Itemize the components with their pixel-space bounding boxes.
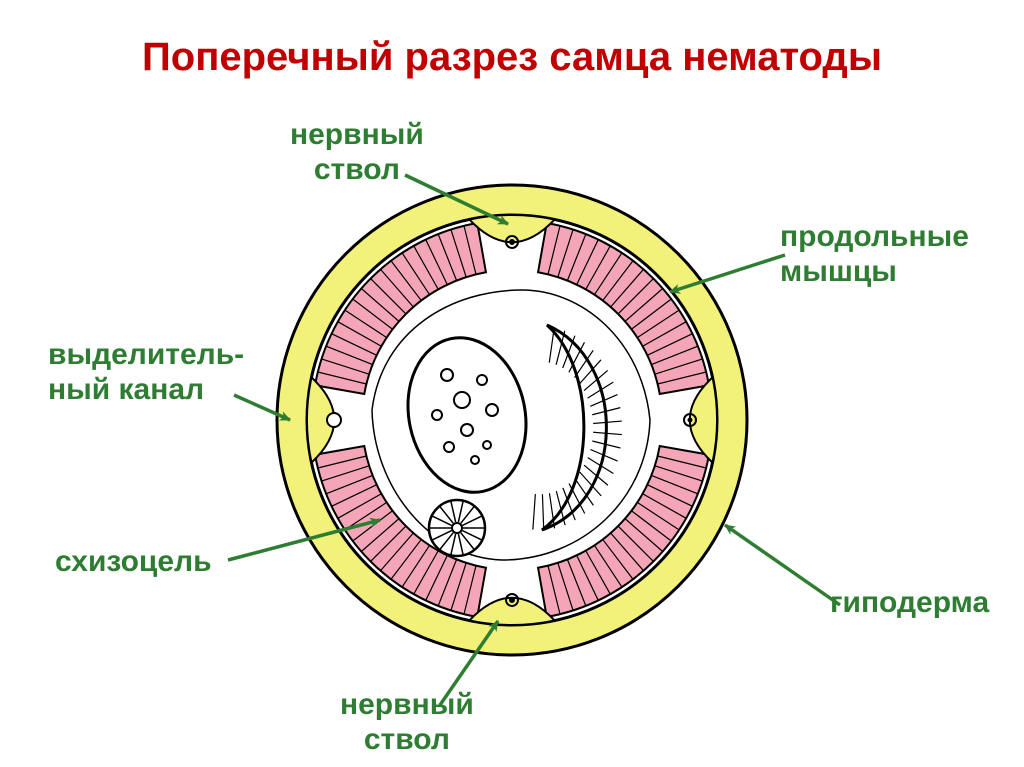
cross-section-svg [0, 0, 1024, 767]
